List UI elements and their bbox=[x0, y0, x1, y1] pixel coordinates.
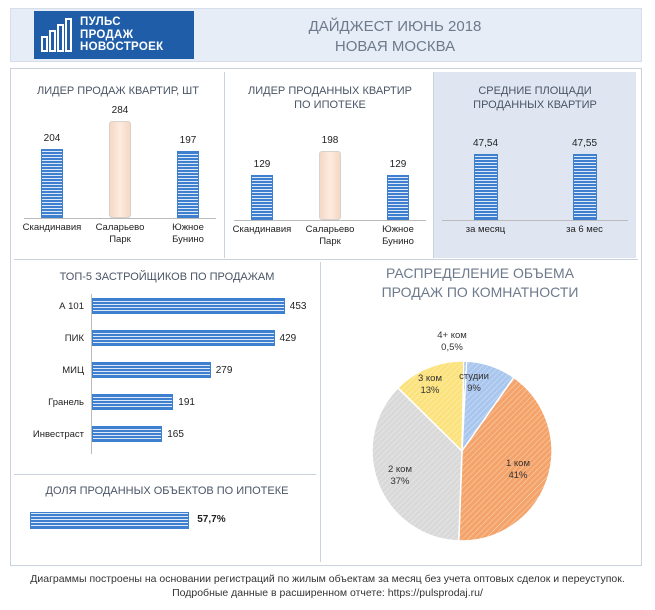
bar bbox=[387, 174, 409, 220]
bar bbox=[319, 150, 341, 220]
logo-line-3: НОВОСТРОЕК bbox=[80, 41, 164, 53]
avg-area-panel bbox=[434, 72, 636, 258]
value-label: 197 bbox=[179, 135, 197, 147]
bar bbox=[30, 512, 190, 529]
category-label: Скандинавия bbox=[22, 222, 82, 233]
avg-area-chart: 47,54 за месяц 47,55 за 6 мес bbox=[436, 116, 634, 256]
rooms-title: РАСПРЕДЕЛЕНИЕ ОБЪЕМА ПРОДАЖ ПО КОМНАТНОС… bbox=[322, 264, 638, 302]
category-label: за месяц bbox=[465, 224, 506, 235]
top5-title: ТОП-5 ЗАСТРОЙЩИКОВ ПО ПРОДАЖАМ bbox=[59, 271, 275, 283]
mortgage-leader-title-line-2: ПО ИПОТЕКЕ bbox=[294, 99, 366, 111]
mortgage-leader-title: ЛИДЕР ПРОДАННЫХ КВАРТИР ПО ИПОТЕКЕ bbox=[228, 84, 432, 112]
mortgage-leader-chart: 129 Скандинавия 198 Саларьево Парк 129 Южное Бу… bbox=[228, 116, 432, 256]
bar bbox=[92, 330, 275, 346]
rooms-title-line-2: ПРОДАЖ ПО КОМНАТНОСТИ bbox=[381, 284, 579, 300]
axis-line bbox=[24, 218, 216, 219]
value-label: 129 bbox=[389, 158, 407, 170]
footnote: Диаграммы построены на основании регистр… bbox=[0, 572, 655, 600]
bar bbox=[92, 362, 211, 378]
slice-label: 3 ком 13% bbox=[417, 373, 442, 396]
bar bbox=[177, 151, 199, 218]
category-label: за 6 мес bbox=[566, 224, 603, 235]
avg-area-title: СРЕДНИЕ ПЛОЩАДИ ПРОДАННЫХ КВАРТИР bbox=[436, 84, 634, 112]
footnote-line-1: Диаграммы построены на основании регистр… bbox=[30, 573, 625, 585]
divider bbox=[433, 72, 434, 258]
value-label: 198 bbox=[321, 134, 339, 146]
category-label: Инвестраст bbox=[32, 429, 84, 440]
value-label: 279 bbox=[215, 365, 233, 376]
pie-slice-texture bbox=[371, 387, 462, 541]
value-label: 191 bbox=[178, 397, 195, 408]
value-label: 284 bbox=[111, 105, 129, 117]
page-title: ДАЙДЖЕСТ ИЮНЬ 2018 bbox=[308, 18, 482, 35]
bar bbox=[41, 148, 63, 218]
page-subtitle: НОВАЯ МОСКВА bbox=[334, 38, 456, 55]
logo-line-2: ПРОДАЖ bbox=[80, 28, 134, 41]
axis-line bbox=[442, 220, 628, 221]
footnote-line-2: Подробные данные в расширенном отчете: h… bbox=[172, 587, 483, 599]
category-label: Саларьево Парк bbox=[95, 222, 145, 245]
value-label: 47,55 bbox=[571, 138, 598, 150]
divider bbox=[14, 259, 638, 260]
logo-line-1: ПУЛЬС bbox=[80, 16, 121, 28]
rooms-pie-chart: студии 9% 1 ком 41% 2 ком 37% 3 ком 13% 4+ ком 0,… bbox=[322, 300, 638, 562]
category-label: Саларьево Парк bbox=[305, 224, 355, 247]
sales-leader-chart: 204 Скандинавия 284 Саларьево Парк 197 Южное Бу… bbox=[18, 100, 222, 256]
category-label: МИЦ bbox=[62, 365, 84, 376]
bar bbox=[251, 174, 273, 220]
avg-area-title-line-1: СРЕДНИЕ ПЛОЩАДИ bbox=[478, 85, 592, 97]
value-label: 165 bbox=[167, 429, 184, 440]
mortgage-share-chart: 57,7% bbox=[14, 500, 318, 560]
logo: ПУЛЬС ПРОДАЖ НОВОСТРОЕК bbox=[34, 11, 194, 59]
pie-slice-texture bbox=[462, 361, 514, 451]
category-label: Южное Бунино bbox=[382, 224, 414, 247]
pie-svg bbox=[371, 360, 553, 542]
bar bbox=[92, 298, 285, 314]
mortgage-leader-title-line-1: ЛИДЕР ПРОДАННЫХ КВАРТИР bbox=[248, 85, 412, 97]
slice-label: студии 9% bbox=[459, 371, 489, 394]
pie-slice-texture bbox=[397, 361, 464, 451]
category-label: Гранель bbox=[48, 397, 84, 408]
category-label: ПИК bbox=[64, 333, 84, 344]
sales-leader-title: ЛИДЕР ПРОДАЖ КВАРТИР, ШТ bbox=[37, 85, 199, 97]
pie-slice-texture bbox=[458, 377, 552, 541]
divider bbox=[320, 262, 321, 562]
bar bbox=[109, 121, 131, 218]
value-label: 57,7% bbox=[197, 514, 226, 525]
rooms-title-line-1: РАСПРЕДЕЛЕНИЕ ОБЪЕМА bbox=[385, 265, 575, 281]
axis-line bbox=[91, 294, 92, 454]
value-label: 453 bbox=[289, 301, 307, 312]
slice-label: 1 ком 41% bbox=[505, 458, 530, 481]
category-label: А 101 bbox=[59, 301, 84, 312]
logo-icon bbox=[41, 18, 72, 52]
bar bbox=[92, 394, 174, 410]
bar bbox=[92, 426, 163, 442]
value-label: 47,54 bbox=[472, 138, 499, 150]
axis-line bbox=[234, 220, 426, 221]
slice-label: 4+ ком 0,5% bbox=[437, 330, 467, 353]
value-label: 429 bbox=[279, 333, 297, 344]
divider bbox=[14, 474, 316, 475]
top5-chart: А 101 453 ПИК 429 МИЦ 279 Гранель 191 Инвестраст… bbox=[14, 290, 318, 470]
value-label: 204 bbox=[43, 132, 61, 144]
dashboard-frame bbox=[10, 68, 642, 566]
bar bbox=[473, 154, 498, 220]
mortgage-share-title: ДОЛЯ ПРОДАННЫХ ОБЪЕКТОВ ПО ИПОТЕКЕ bbox=[45, 485, 289, 497]
category-label: Южное Бунино bbox=[172, 222, 204, 245]
divider bbox=[224, 72, 225, 258]
bar bbox=[572, 154, 597, 220]
slice-label: 2 ком 37% bbox=[387, 464, 412, 487]
value-label: 129 bbox=[253, 158, 271, 170]
category-label: Скандинавия bbox=[232, 224, 292, 235]
avg-area-title-line-2: ПРОДАННЫХ КВАРТИР bbox=[473, 99, 597, 111]
